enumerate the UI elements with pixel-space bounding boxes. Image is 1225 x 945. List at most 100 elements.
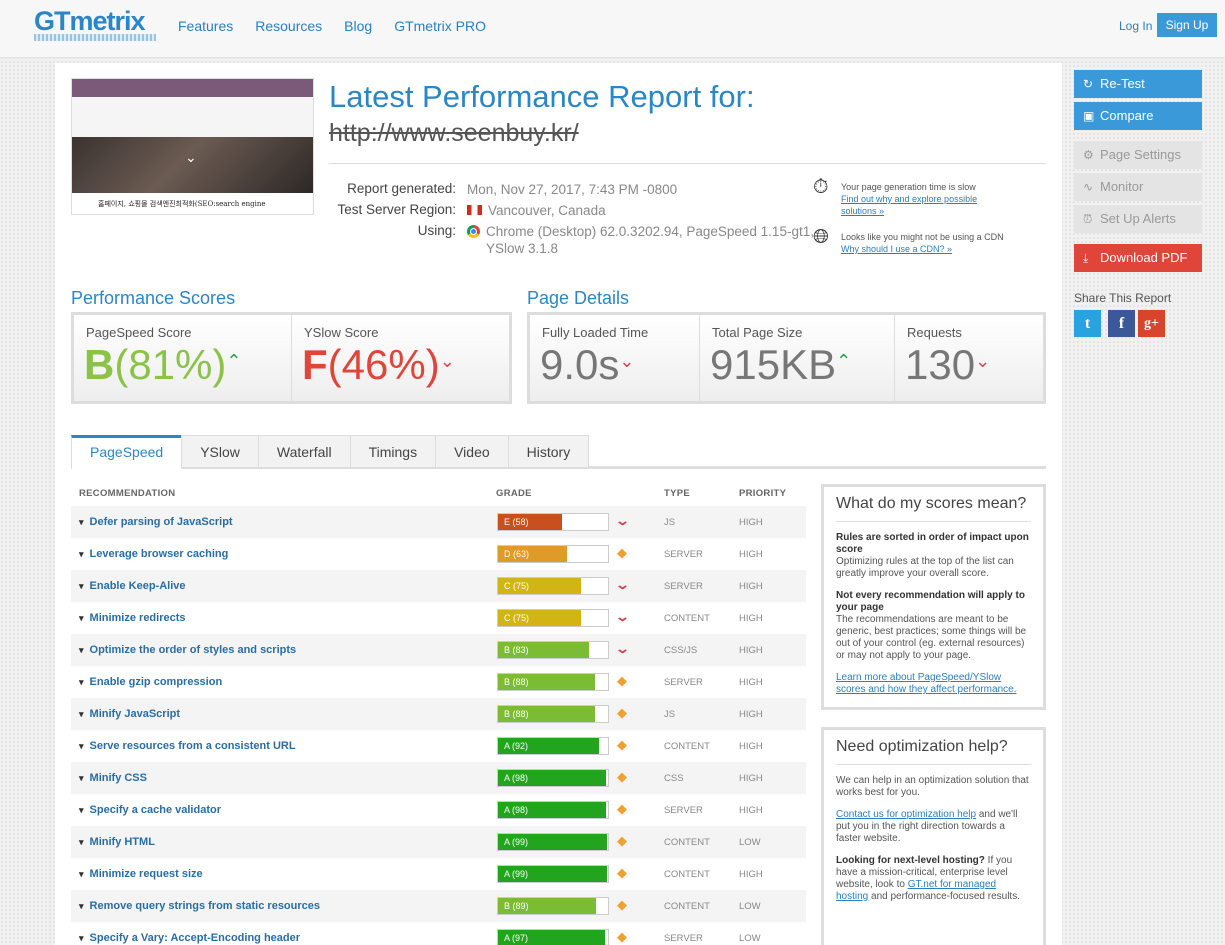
table-row[interactable]: Specify a cache validator A (98) ◆ SERVER HI… (71, 794, 806, 826)
grade-bar: A (98) (497, 801, 609, 819)
recommendation-priority: LOW (739, 901, 761, 912)
recommendation-type: CONTENT (664, 613, 710, 624)
hosting-bold: Looking for next-level hosting? (836, 855, 985, 866)
recommendation-name[interactable]: Minify HTML (79, 836, 155, 848)
recommendation-name[interactable]: Defer parsing of JavaScript (79, 516, 233, 528)
recommendation-name[interactable]: Minify JavaScript (79, 708, 180, 720)
table-row[interactable]: Specify a Vary: Accept-Encoding header A … (71, 922, 806, 945)
grade-bar-fill: B (83) (498, 642, 589, 658)
recommendation-priority: HIGH (739, 677, 763, 688)
google-plus-icon[interactable]: g+ (1138, 310, 1165, 337)
recommendation-name[interactable]: Remove query strings from static resourc… (79, 900, 320, 912)
recommendation-name[interactable]: Minify CSS (79, 772, 147, 784)
table-row[interactable]: Minify JavaScript B (88) ◆ JS HIGH (71, 698, 806, 730)
main-nav: Features Resources Blog GTmetrix PRO (178, 18, 486, 34)
table-row[interactable]: Serve resources from a consistent URL A (… (71, 730, 806, 762)
download-pdf-button[interactable]: ⤓ Download PDF (1074, 244, 1202, 272)
optimization-help-text-1: We can help in an optimization solution … (836, 775, 1029, 798)
thumbnail-caption: 홈페이지, 쇼핑몰 검색엔진최적화(SEO:search engine (98, 200, 266, 208)
recommendation-priority: HIGH (739, 741, 763, 752)
recommendation-name[interactable]: Enable Keep-Alive (79, 580, 186, 592)
retest-button[interactable]: ↻ Re-Test (1074, 70, 1202, 98)
trend-down-icon: ⌄ (439, 351, 455, 371)
recommendation-name[interactable]: Specify a cache validator (79, 804, 221, 816)
tab-pagespeed[interactable]: PageSpeed (71, 435, 183, 469)
twitter-icon[interactable]: t (1074, 310, 1101, 337)
table-row[interactable]: Enable Keep-Alive C (75) ⌄ SERVER HIGH (71, 570, 806, 602)
slow-tip: ⏱ Your page generation time is slow Find… (813, 177, 1011, 217)
table-row[interactable]: Remove query strings from static resourc… (71, 890, 806, 922)
compare-icon: ▣ (1083, 109, 1095, 123)
yslow-percent: (46%) (327, 341, 440, 388)
tab-timings[interactable]: Timings (349, 435, 437, 467)
grade-bar: E (58) (497, 513, 609, 531)
recommendation-name[interactable]: Optimize the order of styles and scripts (79, 644, 297, 656)
chrome-icon (467, 225, 480, 238)
grade-bar-fill: A (97) (498, 930, 605, 945)
grade-bar-fill: B (89) (498, 898, 596, 914)
pdf-icon: ⤓ (1083, 251, 1089, 265)
grade-bar: A (92) (497, 737, 609, 755)
logo-stripe (34, 34, 156, 41)
alerts-button[interactable]: ⏰︎ Set Up Alerts (1074, 205, 1202, 233)
recommendation-name[interactable]: Leverage browser caching (79, 548, 229, 560)
nav-blog[interactable]: Blog (344, 18, 373, 34)
report-url[interactable]: http://www.seenbuy.kr/ (329, 119, 579, 147)
nav-pro[interactable]: GTmetrix PRO (394, 18, 486, 34)
page-settings-button[interactable]: ⚙ Page Settings (1074, 141, 1202, 169)
recommendation-name[interactable]: Minimize request size (79, 868, 203, 880)
page-settings-label: Page Settings (1100, 147, 1181, 162)
hosting-text: If you have a mission-critical, enterpri… (836, 855, 1013, 890)
tab-waterfall[interactable]: Waterfall (257, 435, 351, 467)
recommendation-name[interactable]: Specify a Vary: Accept-Encoding header (79, 932, 301, 944)
signup-button[interactable]: Sign Up (1157, 13, 1217, 37)
table-row[interactable]: Minimize request size A (99) ◆ CONTENT HIGH (71, 858, 806, 890)
pagespeed-percent: (81%) (114, 341, 227, 388)
size-value: 915KB (710, 341, 837, 388)
tab-history[interactable]: History (507, 435, 590, 467)
cdn-tip-link[interactable]: Why should I use a CDN? » (841, 244, 953, 254)
scores-info-bold-2: Not every recommendation will apply to y… (836, 590, 1025, 613)
nav-resources[interactable]: Resources (255, 18, 323, 34)
recommendation-name[interactable]: Minimize redirects (79, 612, 186, 624)
grade-bar-fill: B (88) (498, 674, 595, 690)
table-row[interactable]: Leverage browser caching D (63) ◆ SERVER HIG… (71, 538, 806, 570)
stopwatch-icon: ⏱ (813, 176, 829, 198)
gtmetrix-logo[interactable]: GTmetrix (34, 6, 146, 36)
table-row[interactable]: Enable gzip compression B (88) ◆ SERVER HIGH (71, 666, 806, 698)
recommendation-type: CSS/JS (664, 645, 698, 656)
contact-optimization-link[interactable]: Contact us for optimization help (836, 809, 977, 820)
scores-learn-more-link[interactable]: Learn more about PageSpeed/YSlow scores … (836, 672, 1017, 695)
login-link[interactable]: Log In (1119, 19, 1153, 33)
trend-down-icon: ⌄ (975, 351, 991, 371)
diamond-icon: ◆ (617, 737, 627, 752)
table-row[interactable]: Minify HTML A (99) ◆ CONTENT LOW (71, 826, 806, 858)
grade-bar-fill: A (92) (498, 738, 599, 754)
chevron-down-icon: ⌄ (614, 577, 631, 592)
recommendation-name[interactable]: Enable gzip compression (79, 676, 223, 688)
grade-bar: B (88) (497, 705, 609, 723)
tab-yslow[interactable]: YSlow (181, 435, 259, 467)
monitor-button[interactable]: ∿ Monitor (1074, 173, 1202, 201)
recommendation-type: CONTENT (664, 837, 710, 848)
gt-net-link[interactable]: GT.net for managed hosting (836, 879, 997, 902)
scores-info-title: What do my scores mean? (836, 495, 1031, 522)
nav-features[interactable]: Features (178, 18, 234, 34)
table-row[interactable]: Minimize redirects C (75) ⌄ CONTENT HIGH (71, 602, 806, 634)
table-row[interactable]: Optimize the order of styles and scripts… (71, 634, 806, 666)
grade-bar-fill: A (98) (498, 802, 606, 818)
recommendation-name[interactable]: Serve resources from a consistent URL (79, 740, 296, 752)
compare-button[interactable]: ▣ Compare (1074, 102, 1202, 130)
globe-icon: 🌐︎ (813, 226, 829, 248)
recommendation-type: CONTENT (664, 869, 710, 880)
table-row[interactable]: Minify CSS A (98) ◆ CSS HIGH (71, 762, 806, 794)
share-label: Share This Report (1074, 291, 1172, 305)
tab-video[interactable]: Video (435, 435, 509, 467)
recommendation-type: CONTENT (664, 741, 710, 752)
diamond-icon: ◆ (617, 929, 627, 944)
slow-tip-link[interactable]: Find out why and explore possible soluti… (841, 194, 978, 216)
table-row[interactable]: Defer parsing of JavaScript E (58) ⌄ JS HIGH (71, 506, 806, 538)
divider (329, 163, 1046, 164)
facebook-icon[interactable]: f (1108, 310, 1135, 337)
yslow-label: YSlow Score (304, 325, 379, 340)
